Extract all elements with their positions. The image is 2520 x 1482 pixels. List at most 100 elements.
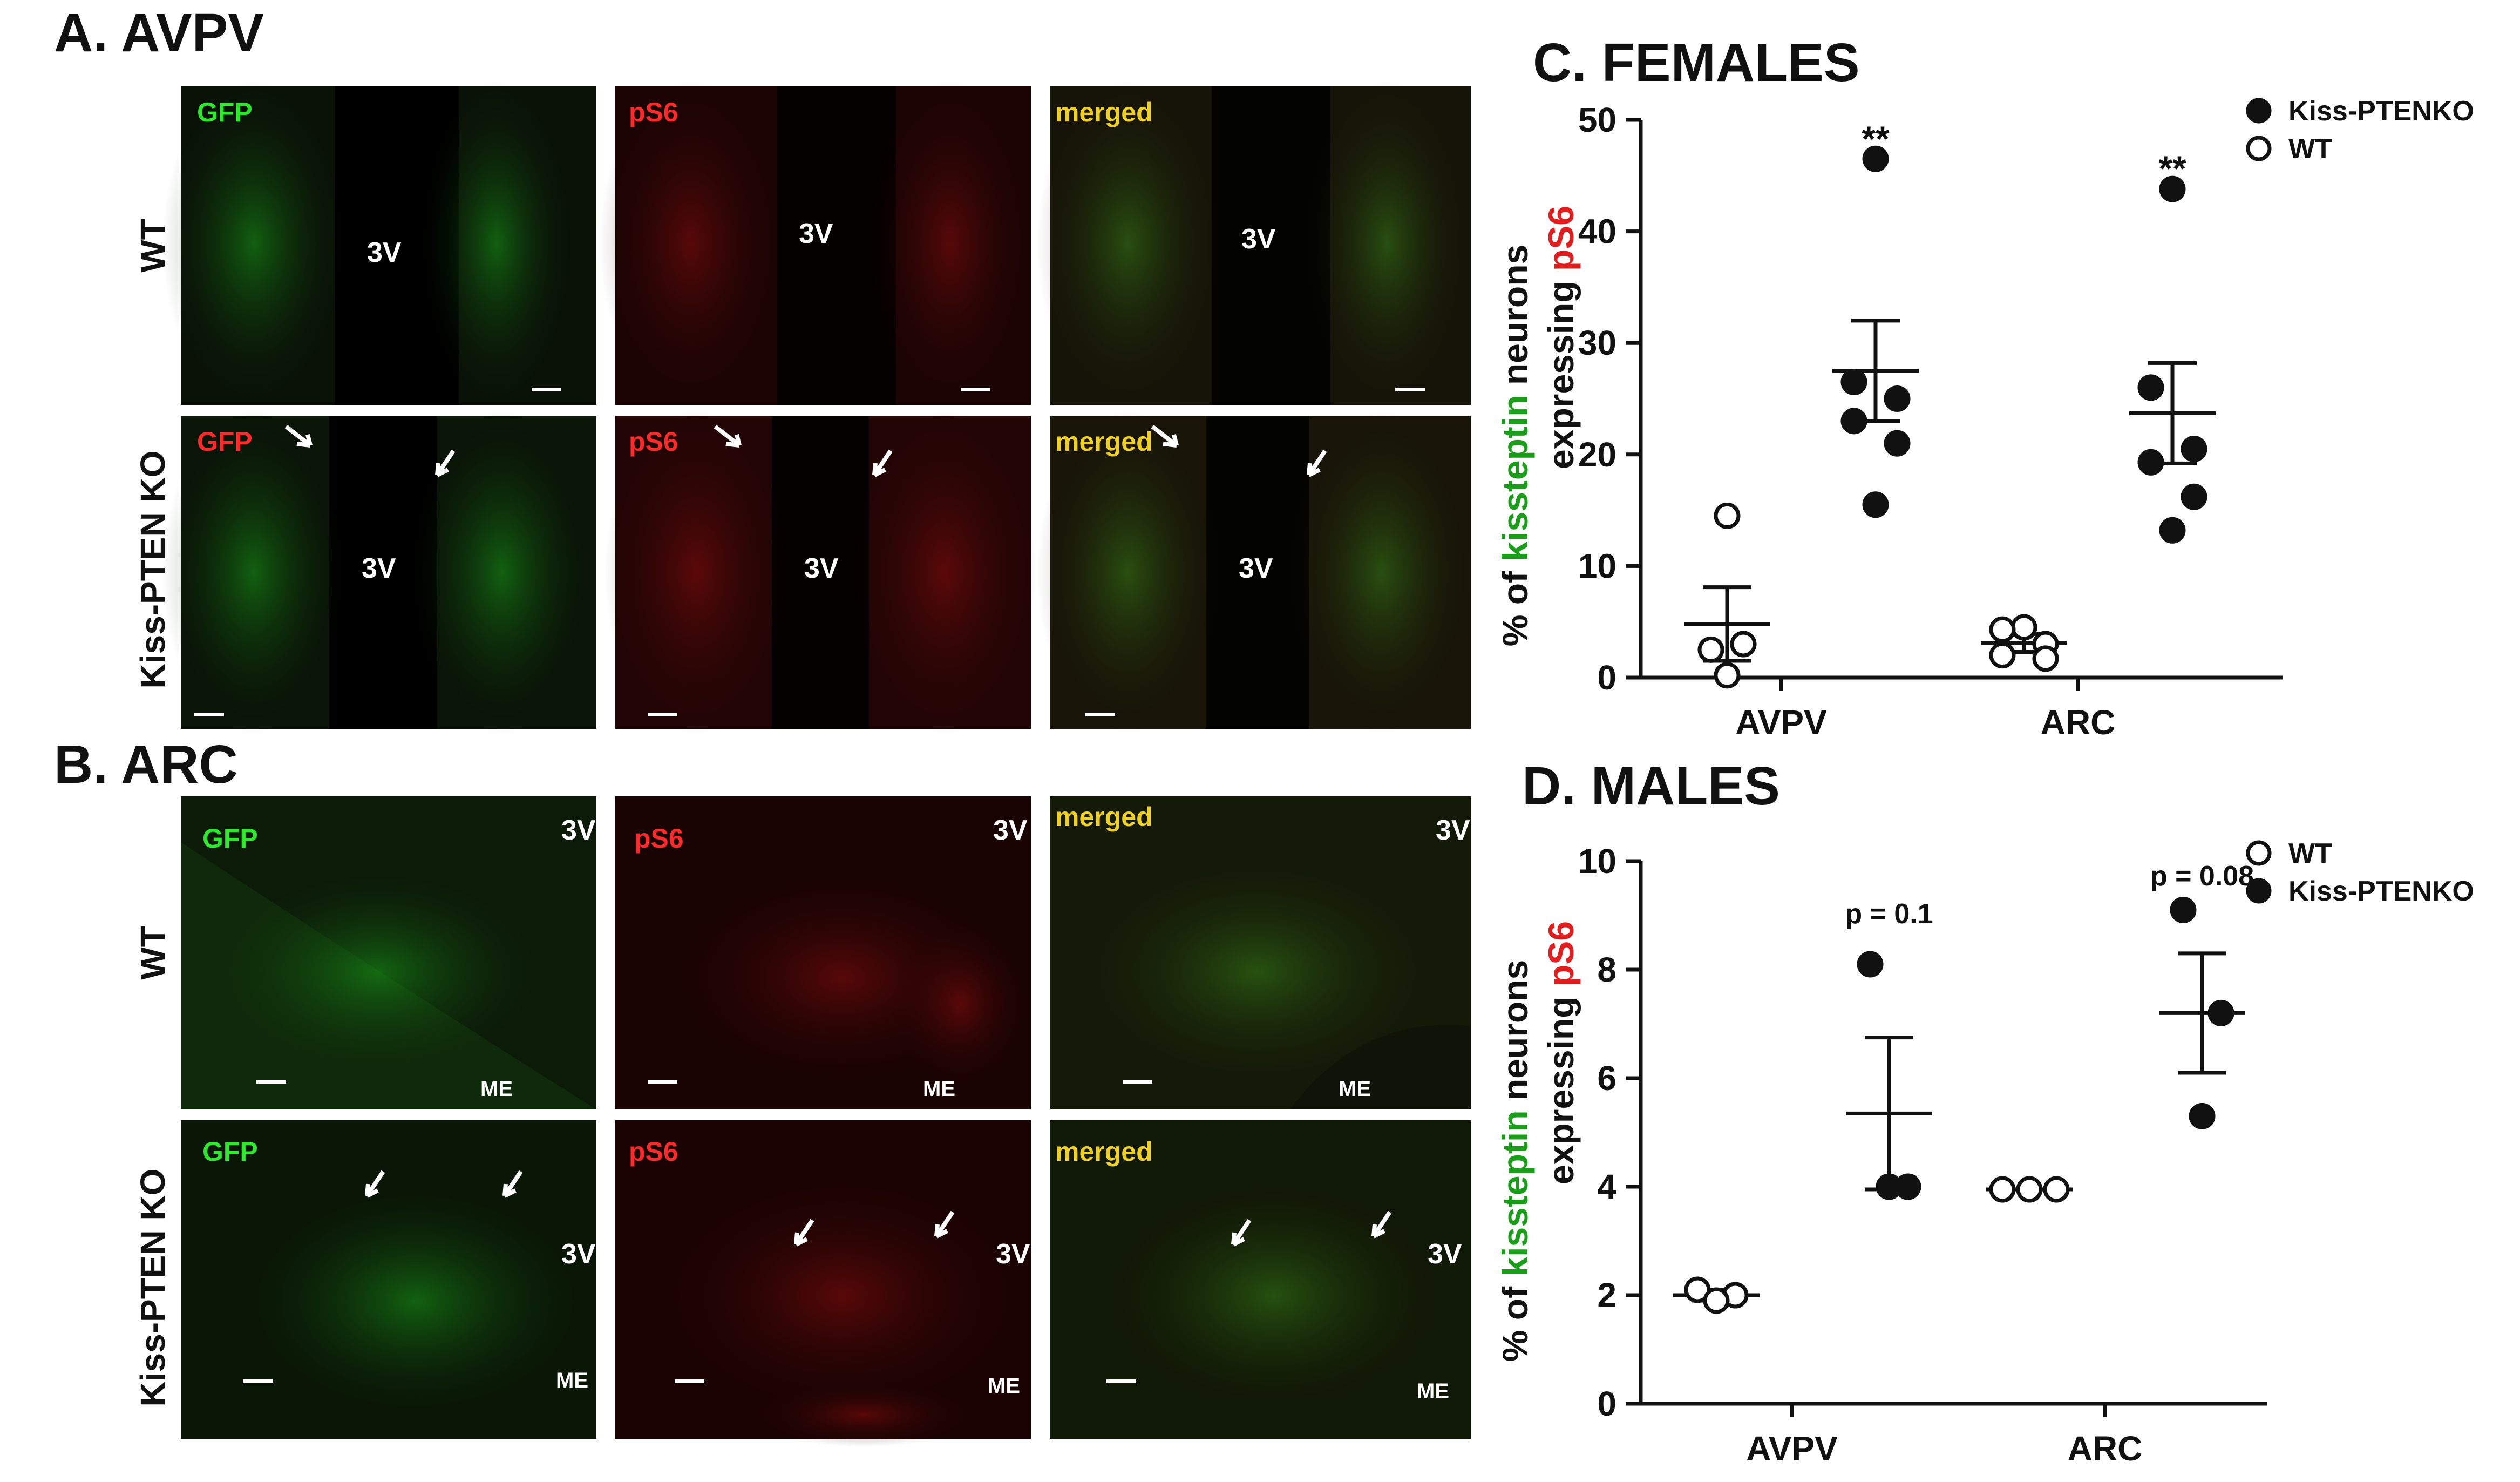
arrow-icon	[872, 449, 893, 477]
data-point-filled	[1840, 408, 1867, 435]
data-point-filled	[1862, 145, 1889, 172]
data-point-filled	[1884, 385, 1911, 412]
legend-marker-filled	[2246, 878, 2272, 904]
panel-label-ps6: pS6	[629, 1136, 678, 1167]
y-tick-label: 10	[1578, 546, 1616, 585]
data-point-open	[2016, 1176, 2043, 1203]
median-eminence-label: ME	[988, 1374, 1020, 1398]
panel-a-wt-ps6: pS6 3V	[599, 81, 1031, 405]
significance-annotation: **	[2158, 148, 2186, 188]
data-point-open	[1989, 616, 2016, 643]
third-ventricle-label: 3V	[996, 1239, 1030, 1270]
panel-b-wt-merged: merged 3V ME	[1050, 796, 1471, 1109]
third-ventricle-label: 3V	[561, 1239, 596, 1270]
third-ventricle-label: 3V	[1428, 1239, 1462, 1270]
legend-marker-filled	[2246, 98, 2272, 124]
median-eminence-label: ME	[480, 1077, 513, 1101]
data-point-open	[1730, 631, 1757, 658]
panel-label-merged: merged	[1055, 1136, 1153, 1167]
data-point-filled	[2181, 435, 2207, 462]
data-point-filled	[2170, 896, 2197, 923]
median-eminence-label: ME	[1417, 1379, 1449, 1403]
arrow-icon	[1151, 424, 1179, 448]
third-ventricle-label: 3V	[561, 815, 596, 846]
data-point-filled	[1876, 1173, 1903, 1200]
panel-label-gfp: GFP	[197, 427, 253, 457]
chart-d-males: 0 2 4 6 8 10 AVPV ARC p = 0.1 p = 0.08 WT Kiss-PTEN…	[1578, 838, 2474, 1468]
y-tick-label: 50	[1578, 100, 1616, 139]
panel-b-wt-gfp: GFP 3V ME	[181, 796, 596, 1109]
x-tick-label: AVPV	[1735, 703, 1827, 742]
y-tick-label: 20	[1578, 435, 1616, 474]
panel-label-merged: merged	[1055, 97, 1153, 127]
arrow-icon	[435, 449, 456, 477]
chart-c-ylabel-line2: expressing pS6	[1541, 206, 1581, 469]
significance-annotation: p = 0.1	[1845, 898, 1933, 930]
panel-a-ko-merged: merged 3V	[1036, 410, 1473, 734]
data-point-filled	[2181, 483, 2207, 510]
significance-annotation: p = 0.08	[2150, 861, 2254, 892]
data-point-filled	[2137, 374, 2164, 401]
x-tick-label: AVPV	[1746, 1429, 1838, 1468]
data-point-filled	[2137, 449, 2164, 476]
chart-d-ylabel-line2: expressing pS6	[1541, 921, 1581, 1185]
x-tick-label: ARC	[2041, 703, 2116, 742]
panel-b-ko-ps6: pS6 3V ME	[615, 1120, 1031, 1447]
panel-label-gfp: GFP	[197, 97, 253, 127]
data-point-filled	[2159, 175, 2186, 202]
section-b-title: B. ARC	[54, 734, 238, 795]
section-d-title: D. MALES	[1522, 756, 1780, 816]
legend-label: Kiss-PTENKO	[2288, 876, 2474, 907]
legend-label: WT	[2288, 133, 2332, 165]
y-tick-label: 8	[1597, 950, 1616, 989]
arrow-icon	[502, 1170, 523, 1198]
data-point-filled	[1862, 491, 1889, 518]
legend-label: WT	[2288, 838, 2332, 869]
arrow-icon	[794, 1219, 814, 1247]
data-point-open	[1714, 662, 1741, 689]
arrow-icon	[1371, 1210, 1392, 1239]
x-tick-label: ARC	[2068, 1429, 2143, 1468]
section-c-title: C. FEMALES	[1533, 32, 1860, 93]
third-ventricle-label: 3V	[1239, 553, 1273, 584]
data-point-open	[1989, 1176, 2016, 1203]
y-tick-label: 0	[1597, 1384, 1616, 1423]
panel-a-wt-merged: merged 3V	[1036, 81, 1471, 405]
legend-marker-open	[2246, 840, 2272, 866]
third-ventricle-label: 3V	[993, 815, 1028, 846]
third-ventricle-label: 3V	[804, 553, 839, 584]
y-tick-label: 2	[1597, 1276, 1616, 1315]
median-eminence-label: ME	[923, 1077, 955, 1101]
data-point-filled	[2189, 1102, 2216, 1129]
micrograph-panels: GFP 3V pS6 3V merged 3V	[162, 81, 1473, 1447]
panel-a-ko-ps6: pS6 3V	[604, 410, 1036, 734]
arrow-icon	[1231, 1219, 1252, 1247]
y-tick-label: 10	[1578, 842, 1616, 881]
panel-a-ko-gfp: GFP 3V	[162, 410, 596, 734]
panel-label-ps6: pS6	[629, 427, 678, 457]
data-point-open	[2032, 645, 2059, 672]
data-point-open	[1714, 502, 1741, 529]
chart-c-ylabel: % of kissteptin neurons	[1495, 245, 1535, 646]
data-point-open	[2043, 1176, 2070, 1203]
data-point-open	[1703, 1287, 1730, 1314]
panel-label-ps6: pS6	[629, 97, 678, 127]
median-eminence-label: ME	[556, 1369, 588, 1392]
legend-label: Kiss-PTENKO	[2288, 96, 2474, 127]
data-point-open	[1989, 642, 2016, 669]
panel-a-wt-gfp: GFP 3V	[162, 81, 596, 405]
data-point-filled	[1857, 951, 1884, 978]
arrow-icon	[284, 424, 313, 448]
row-label-b-wt: WT	[133, 926, 172, 980]
panel-label-merged: merged	[1055, 802, 1153, 832]
arrow-icon	[365, 1170, 385, 1198]
panel-label-merged: merged	[1055, 427, 1153, 457]
y-tick-label: 0	[1597, 658, 1616, 697]
y-tick-label: 4	[1597, 1167, 1616, 1206]
third-ventricle-label: 3V	[362, 553, 396, 584]
data-point-filled	[1884, 430, 1911, 457]
legend-marker-open	[2246, 136, 2272, 161]
section-a-title: A. AVPV	[54, 3, 264, 63]
panel-label-gfp: GFP	[202, 1136, 258, 1167]
chart-c-females: 0 10 20 30 40 50 AVPV ARC ** ** Kiss-PTENKO WT	[1578, 96, 2474, 742]
